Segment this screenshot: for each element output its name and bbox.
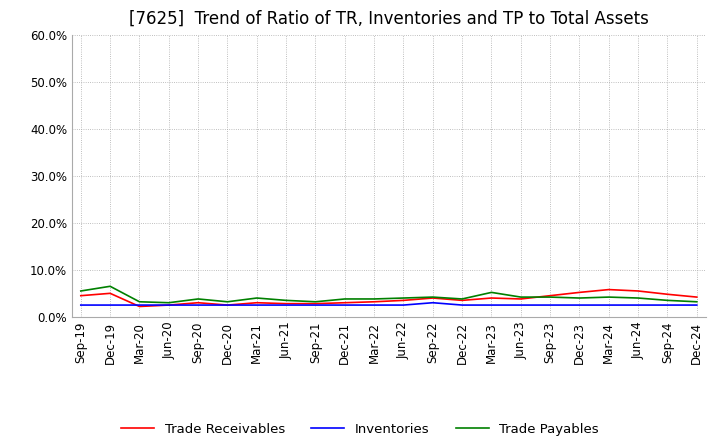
Trade Payables bbox=[311, 299, 320, 304]
Trade Payables bbox=[282, 298, 290, 303]
Trade Receivables bbox=[76, 293, 85, 298]
Inventories bbox=[487, 302, 496, 308]
Trade Payables bbox=[194, 296, 202, 301]
Trade Payables bbox=[341, 296, 349, 301]
Trade Payables bbox=[135, 299, 144, 304]
Inventories bbox=[399, 302, 408, 308]
Trade Payables bbox=[634, 295, 642, 301]
Trade Payables bbox=[253, 295, 261, 301]
Trade Receivables bbox=[399, 298, 408, 303]
Inventories bbox=[516, 302, 525, 308]
Trade Payables bbox=[663, 298, 672, 303]
Trade Payables bbox=[428, 294, 437, 300]
Inventories bbox=[106, 302, 114, 308]
Trade Payables bbox=[575, 295, 584, 301]
Trade Receivables bbox=[135, 304, 144, 309]
Legend: Trade Receivables, Inventories, Trade Payables: Trade Receivables, Inventories, Trade Pa… bbox=[114, 416, 606, 440]
Trade Receivables bbox=[223, 302, 232, 308]
Trade Payables bbox=[370, 296, 379, 301]
Trade Payables bbox=[605, 294, 613, 300]
Line: Trade Receivables: Trade Receivables bbox=[81, 290, 697, 307]
Trade Receivables bbox=[164, 302, 173, 308]
Inventories bbox=[135, 302, 144, 308]
Trade Payables bbox=[223, 299, 232, 304]
Trade Receivables bbox=[575, 290, 584, 295]
Inventories bbox=[458, 302, 467, 308]
Inventories bbox=[546, 302, 554, 308]
Trade Payables bbox=[458, 296, 467, 301]
Title: [7625]  Trend of Ratio of TR, Inventories and TP to Total Assets: [7625] Trend of Ratio of TR, Inventories… bbox=[129, 10, 649, 28]
Inventories bbox=[370, 302, 379, 308]
Inventories bbox=[76, 302, 85, 308]
Trade Receivables bbox=[605, 287, 613, 292]
Inventories bbox=[663, 302, 672, 308]
Trade Receivables bbox=[546, 293, 554, 298]
Line: Inventories: Inventories bbox=[81, 303, 697, 305]
Inventories bbox=[282, 302, 290, 308]
Trade Receivables bbox=[487, 295, 496, 301]
Trade Receivables bbox=[253, 300, 261, 305]
Trade Receivables bbox=[634, 288, 642, 293]
Inventories bbox=[194, 302, 202, 308]
Trade Payables bbox=[106, 284, 114, 289]
Inventories bbox=[693, 302, 701, 308]
Trade Receivables bbox=[282, 301, 290, 306]
Inventories bbox=[634, 302, 642, 308]
Trade Payables bbox=[487, 290, 496, 295]
Inventories bbox=[341, 302, 349, 308]
Trade Receivables bbox=[663, 292, 672, 297]
Inventories bbox=[311, 302, 320, 308]
Trade Payables bbox=[516, 294, 525, 300]
Line: Trade Payables: Trade Payables bbox=[81, 286, 697, 303]
Trade Payables bbox=[164, 300, 173, 305]
Trade Receivables bbox=[370, 299, 379, 304]
Trade Payables bbox=[76, 288, 85, 293]
Inventories bbox=[605, 302, 613, 308]
Trade Payables bbox=[693, 299, 701, 304]
Inventories bbox=[428, 300, 437, 305]
Trade Receivables bbox=[341, 300, 349, 305]
Trade Receivables bbox=[458, 298, 467, 303]
Inventories bbox=[223, 302, 232, 308]
Trade Receivables bbox=[428, 295, 437, 301]
Trade Receivables bbox=[693, 294, 701, 300]
Trade Receivables bbox=[516, 296, 525, 301]
Trade Receivables bbox=[106, 291, 114, 296]
Trade Payables bbox=[546, 294, 554, 300]
Inventories bbox=[253, 302, 261, 308]
Trade Payables bbox=[399, 295, 408, 301]
Inventories bbox=[575, 302, 584, 308]
Inventories bbox=[164, 302, 173, 308]
Trade Receivables bbox=[194, 300, 202, 305]
Trade Receivables bbox=[311, 301, 320, 306]
